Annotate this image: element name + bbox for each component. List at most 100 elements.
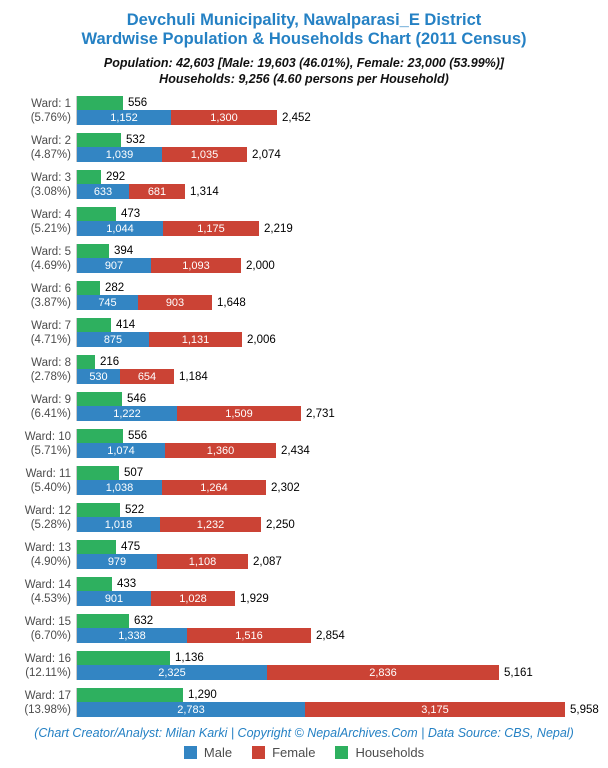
households-value-label: 473 [121, 208, 141, 220]
ward-name-label: Ward: 9 [31, 393, 71, 406]
ward-row: Ward: 13 (4.90%) 475 979 1,108 2,087 [0, 540, 608, 569]
ward-row: Ward: 15 (6.70%) 632 1,338 1,516 2,854 [0, 614, 608, 643]
population-bar-line: 1,152 1,300 2,452 [77, 110, 608, 125]
ward-axis-label: Ward: 7 (4.71%) [0, 318, 76, 347]
ward-axis-label: Ward: 17 (13.98%) [0, 688, 76, 717]
households-bar [77, 651, 170, 665]
male-bar-segment: 979 [77, 554, 157, 569]
population-bar-line: 907 1,093 2,000 [77, 258, 608, 273]
households-bar [77, 688, 183, 702]
male-bar-segment: 1,038 [77, 480, 162, 495]
ward-plot-area: 632 1,338 1,516 2,854 [76, 614, 608, 643]
ward-percent-label: (5.71%) [30, 444, 71, 457]
total-value-label: 5,161 [504, 666, 533, 679]
ward-axis-label: Ward: 3 (3.08%) [0, 170, 76, 199]
ward-name-label: Ward: 12 [24, 504, 71, 517]
female-bar-segment: 3,175 [305, 702, 565, 717]
households-bar-line: 475 [77, 540, 608, 554]
households-bar [77, 614, 129, 628]
ward-percent-label: (5.21%) [30, 222, 71, 235]
ward-axis-label: Ward: 1 (5.76%) [0, 96, 76, 125]
total-value-label: 2,302 [271, 481, 300, 494]
total-value-label: 2,452 [282, 111, 311, 124]
ward-row: Ward: 5 (4.69%) 394 907 1,093 2,000 [0, 244, 608, 273]
legend-label: Female [272, 745, 316, 760]
ward-percent-label: (4.90%) [30, 555, 71, 568]
ward-axis-label: Ward: 14 (4.53%) [0, 577, 76, 606]
households-bar [77, 392, 122, 406]
ward-axis-label: Ward: 6 (3.87%) [0, 281, 76, 310]
households-bar [77, 429, 123, 443]
ward-percent-label: (12.11%) [25, 666, 71, 679]
total-value-label: 2,731 [306, 407, 335, 420]
total-value-label: 2,000 [246, 259, 275, 272]
population-bar-line: 530 654 1,184 [77, 369, 608, 384]
households-value-label: 394 [114, 245, 134, 257]
ward-percent-label: (4.71%) [30, 333, 71, 346]
male-bar-segment: 875 [77, 332, 149, 347]
female-bar-segment: 1,232 [160, 517, 261, 532]
female-bar-segment: 1,264 [162, 480, 266, 495]
ward-plot-area: 556 1,074 1,360 2,434 [76, 429, 608, 458]
ward-row: Ward: 9 (6.41%) 546 1,222 1,509 2,731 [0, 392, 608, 421]
households-swatch-icon [335, 746, 349, 759]
population-bar-line: 2,783 3,175 5,958 [77, 702, 608, 717]
households-value-label: 556 [128, 430, 148, 442]
male-bar-segment: 901 [77, 591, 151, 606]
ward-name-label: Ward: 10 [24, 430, 71, 443]
legend-item-households: Households [335, 745, 424, 760]
households-value-label: 507 [124, 467, 144, 479]
ward-row: Ward: 6 (3.87%) 282 745 903 1,648 [0, 281, 608, 310]
total-value-label: 2,074 [252, 148, 281, 161]
population-bar-line: 875 1,131 2,006 [77, 332, 608, 347]
ward-name-label: Ward: 11 [25, 467, 71, 480]
households-bar-line: 433 [77, 577, 608, 591]
population-bar-line: 745 903 1,648 [77, 295, 608, 310]
ward-row: Ward: 14 (4.53%) 433 901 1,028 1,929 [0, 577, 608, 606]
ward-axis-label: Ward: 12 (5.28%) [0, 503, 76, 532]
households-value-label: 532 [126, 134, 146, 146]
population-bar-line: 1,338 1,516 2,854 [77, 628, 608, 643]
male-bar-segment: 1,044 [77, 221, 163, 236]
households-value-label: 414 [116, 319, 136, 331]
ward-plot-area: 1,136 2,325 2,836 5,161 [76, 651, 608, 680]
female-bar-segment: 1,360 [165, 443, 276, 458]
ward-name-label: Ward: 17 [24, 689, 71, 702]
total-value-label: 1,648 [217, 296, 246, 309]
households-bar [77, 577, 112, 591]
ward-name-label: Ward: 5 [31, 245, 71, 258]
households-value-label: 632 [134, 615, 154, 627]
households-value-label: 475 [121, 541, 141, 553]
ward-plot-area: 433 901 1,028 1,929 [76, 577, 608, 606]
ward-axis-label: Ward: 8 (2.78%) [0, 355, 76, 384]
households-bar-line: 394 [77, 244, 608, 258]
ward-axis-label: Ward: 11 (5.40%) [0, 466, 76, 495]
female-bar-segment: 1,300 [171, 110, 277, 125]
total-value-label: 2,006 [247, 333, 276, 346]
ward-percent-label: (3.08%) [30, 185, 71, 198]
households-bar-line: 473 [77, 207, 608, 221]
households-value-label: 433 [117, 578, 137, 590]
households-bar [77, 355, 95, 369]
ward-percent-label: (4.69%) [30, 259, 71, 272]
ward-row: Ward: 3 (3.08%) 292 633 681 1,314 [0, 170, 608, 199]
households-bar-line: 632 [77, 614, 608, 628]
ward-axis-label: Ward: 5 (4.69%) [0, 244, 76, 273]
ward-row: Ward: 2 (4.87%) 532 1,039 1,035 2,074 [0, 133, 608, 162]
chart-title-line2: Wardwise Population & Households Chart (… [81, 30, 527, 48]
chart-subtitle-line1: Population: 42,603 [Male: 19,603 (46.01%… [103, 56, 505, 70]
households-value-label: 292 [106, 171, 126, 183]
households-value-label: 282 [105, 282, 125, 294]
ward-axis-label: Ward: 10 (5.71%) [0, 429, 76, 458]
ward-plot-area: 414 875 1,131 2,006 [76, 318, 608, 347]
ward-axis-label: Ward: 16 (12.11%) [0, 651, 76, 680]
households-bar-line: 1,290 [77, 688, 608, 702]
female-bar-segment: 1,509 [177, 406, 301, 421]
legend-item-female: Female [252, 745, 315, 760]
male-bar-segment: 633 [77, 184, 129, 199]
male-bar-segment: 1,222 [77, 406, 177, 421]
total-value-label: 5,958 [570, 703, 599, 716]
ward-plot-area: 292 633 681 1,314 [76, 170, 608, 199]
total-value-label: 2,087 [253, 555, 282, 568]
ward-row: Ward: 7 (4.71%) 414 875 1,131 2,006 [0, 318, 608, 347]
